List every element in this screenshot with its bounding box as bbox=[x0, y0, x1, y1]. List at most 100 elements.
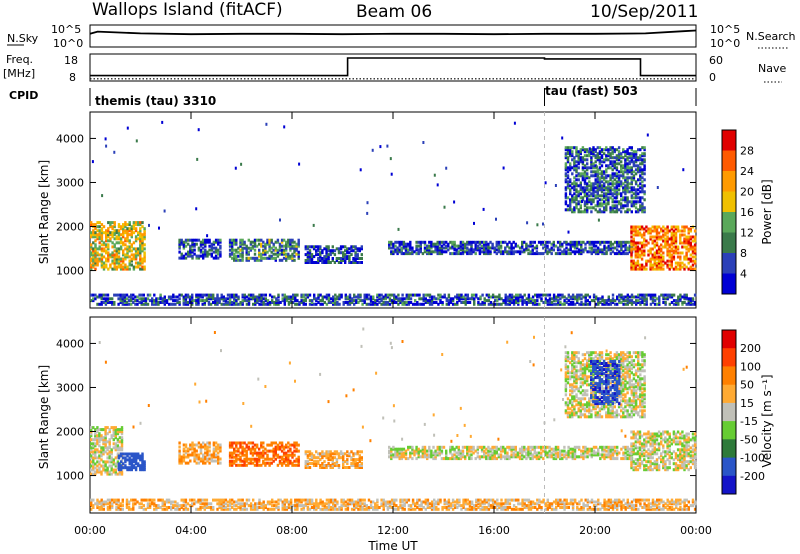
heatmap-cell bbox=[392, 455, 395, 459]
heatmap-cell bbox=[603, 172, 606, 176]
heatmap-cell bbox=[274, 453, 277, 457]
heatmap-cell bbox=[266, 301, 270, 304]
heatmap-cell bbox=[122, 462, 125, 466]
heatmap-cell bbox=[120, 426, 124, 430]
heatmap-cell bbox=[136, 299, 139, 303]
heatmap-cell bbox=[212, 441, 216, 445]
heatmap-cell bbox=[204, 248, 207, 252]
heatmap-cell bbox=[297, 256, 300, 260]
heatmap-cell bbox=[94, 448, 97, 452]
heatmap-cell bbox=[139, 464, 142, 468]
heatmap-cell bbox=[199, 447, 203, 451]
heatmap-cell bbox=[586, 293, 589, 297]
heatmap-cell bbox=[552, 244, 555, 248]
heatmap-cell bbox=[315, 245, 318, 249]
heatmap-cell bbox=[188, 295, 192, 299]
heatmap-cell bbox=[601, 297, 604, 301]
heatmap-cell bbox=[428, 244, 431, 248]
heatmap-cell bbox=[300, 301, 303, 304]
heatmap-cell bbox=[332, 299, 335, 303]
heatmap-cell bbox=[208, 248, 211, 252]
heatmap-cell bbox=[428, 246, 431, 250]
heatmap-cell bbox=[335, 259, 339, 262]
heatmap-cell bbox=[222, 297, 225, 301]
heatmap-cell bbox=[609, 174, 612, 178]
heatmap-cell bbox=[141, 241, 144, 245]
heatmap-cell bbox=[217, 256, 220, 260]
heatmap-cell bbox=[321, 249, 324, 253]
heatmap-cell bbox=[122, 235, 125, 239]
heatmap-cell bbox=[293, 240, 296, 244]
heatmap-cell bbox=[421, 453, 425, 457]
heatmap-cell bbox=[388, 246, 391, 250]
heatmap-cell bbox=[120, 436, 124, 440]
heatmap-cell bbox=[96, 460, 99, 464]
heatmap-cell bbox=[584, 248, 587, 252]
heatmap-cell bbox=[208, 252, 211, 256]
heatmap-cell bbox=[583, 208, 587, 212]
heatmap-cell bbox=[90, 259, 93, 263]
heatmap-cell bbox=[249, 459, 253, 463]
heatmap-cell bbox=[206, 459, 209, 463]
heatmap-cell bbox=[590, 246, 593, 250]
heatmap-cell bbox=[323, 466, 326, 469]
heatmap-cell bbox=[457, 451, 460, 455]
heatmap-cell bbox=[350, 245, 353, 249]
heatmap-cell bbox=[506, 244, 509, 248]
heatmap-cell bbox=[679, 235, 682, 239]
heatmap-cell bbox=[350, 249, 353, 253]
heatmap-cell bbox=[321, 302, 324, 306]
heatmap-cell bbox=[276, 453, 280, 457]
heatmap-cell bbox=[514, 449, 517, 453]
heatmap-cell bbox=[302, 301, 305, 304]
heatmap-cell bbox=[445, 302, 448, 306]
heatmap-cell bbox=[578, 248, 581, 252]
heatmap-cell bbox=[603, 194, 606, 198]
heatmap-cell bbox=[346, 450, 349, 454]
heatmap-cell bbox=[188, 301, 192, 304]
heatmap-cell bbox=[566, 184, 570, 188]
heatmap-cell bbox=[206, 453, 209, 457]
heatmap-cell bbox=[180, 252, 183, 256]
heatmap-cell bbox=[346, 462, 349, 465]
heatmap-cell bbox=[143, 251, 146, 255]
heatmap-cell bbox=[188, 299, 192, 303]
heatmap-cell bbox=[132, 460, 136, 464]
heatmap-cell bbox=[346, 297, 350, 301]
heatmap-cell bbox=[679, 293, 682, 297]
heatmap-cell bbox=[134, 221, 138, 225]
heatmap-cell bbox=[231, 252, 234, 256]
heatmap-cell bbox=[658, 295, 661, 299]
heatmap-cell bbox=[251, 246, 255, 250]
heatmap-cell bbox=[554, 447, 558, 451]
heatmap-cell bbox=[637, 158, 640, 162]
heatmap-cell bbox=[596, 190, 599, 194]
heatmap-cell bbox=[143, 259, 146, 263]
heatmap-cell bbox=[485, 293, 488, 297]
heatmap-cell bbox=[378, 297, 381, 301]
heatmap-cell bbox=[270, 240, 273, 244]
heatmap-cell bbox=[100, 302, 103, 306]
heatmap-cell bbox=[489, 302, 493, 306]
heatmap-cell bbox=[640, 243, 644, 247]
heatmap-cell bbox=[683, 297, 686, 301]
heatmap-cell bbox=[575, 194, 578, 198]
heatmap-cell bbox=[124, 263, 127, 267]
heatmap-cell bbox=[228, 295, 232, 299]
heatmap-cell bbox=[653, 255, 656, 259]
heatmap-cell bbox=[586, 168, 589, 172]
heatmap-cell bbox=[583, 200, 587, 204]
heatmap-cell bbox=[342, 253, 345, 257]
heatmap-cell bbox=[605, 206, 608, 210]
heatmap-cell bbox=[344, 293, 347, 297]
heatmap-cell bbox=[466, 297, 469, 301]
heatmap-cell bbox=[323, 452, 326, 456]
heatmap-cell bbox=[338, 297, 341, 301]
heatmap-cell bbox=[280, 441, 284, 445]
heatmap-cell bbox=[566, 168, 570, 172]
heatmap-cell bbox=[597, 252, 600, 256]
heatmap-cell bbox=[414, 293, 417, 297]
heatmap-cell bbox=[600, 174, 604, 178]
heatmap-cell bbox=[428, 455, 431, 459]
heatmap-cell bbox=[182, 449, 186, 453]
